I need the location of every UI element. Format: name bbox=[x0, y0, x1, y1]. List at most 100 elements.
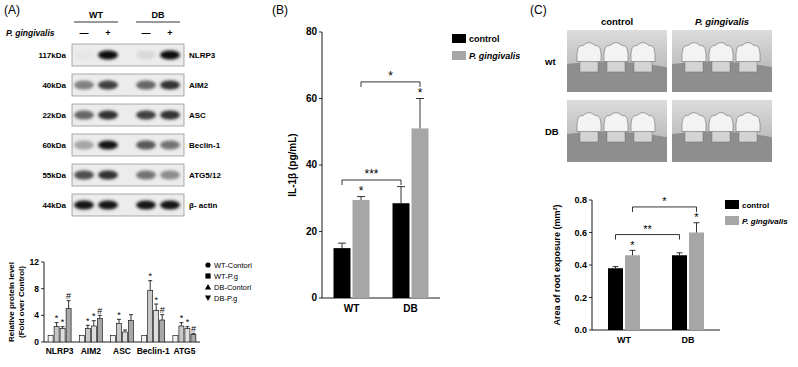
legend-marker bbox=[205, 273, 210, 278]
band-size: 44kDa bbox=[42, 201, 66, 210]
jaw-photo bbox=[567, 30, 667, 92]
jaw-photo bbox=[672, 100, 772, 162]
protein-name: β- actin bbox=[189, 201, 218, 210]
significance: # bbox=[160, 305, 165, 315]
legend-swatch bbox=[452, 51, 466, 60]
blot-band bbox=[98, 51, 118, 60]
group-line bbox=[136, 22, 180, 23]
blot-band bbox=[160, 171, 180, 180]
y-tick-label: 0.6 bbox=[574, 228, 587, 238]
y-tick bbox=[319, 32, 322, 33]
comparison-bracket bbox=[616, 235, 680, 240]
x-tick-label: NLRP3 bbox=[46, 346, 74, 356]
y-tick-label: 20 bbox=[306, 226, 318, 237]
comparison-label: * bbox=[662, 195, 667, 207]
treatment-sign: — bbox=[80, 28, 89, 38]
protein-name: Beclin-1 bbox=[189, 141, 221, 150]
photo-bg bbox=[567, 100, 667, 162]
blot-band bbox=[160, 81, 180, 90]
bar bbox=[91, 326, 96, 342]
photo-crown bbox=[709, 113, 733, 132]
error-bar bbox=[154, 304, 158, 311]
y-tick-label: 0.8 bbox=[574, 195, 587, 205]
blot-strip bbox=[72, 134, 184, 156]
legend-swatch bbox=[725, 216, 739, 225]
bar bbox=[148, 291, 153, 342]
bar bbox=[142, 335, 147, 342]
bar bbox=[608, 268, 623, 330]
photo-column: control bbox=[601, 16, 633, 27]
legend-marker bbox=[205, 262, 210, 267]
blot-band bbox=[136, 201, 156, 210]
bar bbox=[625, 255, 640, 330]
error-bar bbox=[55, 323, 59, 327]
error-bar bbox=[613, 267, 619, 269]
y-tick bbox=[319, 165, 322, 166]
group-label: WT bbox=[89, 10, 103, 20]
legend-label: DB-P.g bbox=[214, 294, 237, 303]
photo-row: DB bbox=[545, 126, 559, 137]
photo-row: wt bbox=[544, 56, 556, 67]
blot-band bbox=[160, 141, 180, 150]
blot-band bbox=[74, 81, 94, 90]
bar bbox=[393, 203, 410, 298]
y-tick-label: 0.2 bbox=[574, 293, 587, 303]
band-size: 60kDa bbox=[42, 141, 66, 150]
protein-name: ASC bbox=[189, 111, 206, 120]
legend-marker bbox=[205, 295, 211, 301]
bar bbox=[154, 311, 159, 342]
band-size: 40kDa bbox=[42, 81, 66, 90]
y-tick bbox=[41, 342, 44, 343]
legend-label: P. gingivalis bbox=[742, 217, 788, 226]
photo-crown bbox=[736, 43, 760, 62]
significance: * bbox=[418, 86, 423, 100]
comparison-label: *** bbox=[364, 167, 378, 181]
legend-swatch bbox=[725, 200, 739, 209]
blot-band bbox=[160, 201, 180, 210]
bar bbox=[185, 329, 190, 342]
bar bbox=[60, 329, 65, 342]
treatment-sign: — bbox=[142, 28, 151, 38]
jaw-photo bbox=[672, 30, 772, 92]
blot-band bbox=[74, 51, 94, 60]
y-tick-label: 8 bbox=[34, 284, 39, 294]
error-bar bbox=[416, 99, 424, 129]
blot-band bbox=[98, 81, 118, 90]
blot-strip bbox=[72, 44, 184, 66]
y-tick-label: 40 bbox=[306, 159, 318, 170]
blot-band bbox=[98, 111, 118, 120]
legend-swatch bbox=[452, 34, 466, 43]
error-bar bbox=[677, 253, 683, 255]
bar bbox=[97, 319, 102, 342]
protein-name: ATG5/12 bbox=[189, 171, 221, 180]
blot-band bbox=[160, 51, 180, 60]
bar bbox=[54, 327, 59, 342]
band-size: 22kDa bbox=[42, 111, 66, 120]
photo-bg bbox=[567, 30, 667, 92]
bar bbox=[129, 321, 134, 342]
error-bar bbox=[338, 243, 346, 248]
bar bbox=[48, 335, 53, 342]
y-tick bbox=[41, 262, 44, 263]
legend-label: DB-Contorl bbox=[214, 283, 251, 292]
photo-crown bbox=[682, 43, 706, 62]
error-bar bbox=[123, 330, 127, 332]
y-tick-label: 12 bbox=[30, 257, 40, 267]
significance: # bbox=[97, 306, 102, 316]
blot-band bbox=[74, 201, 94, 210]
panel-label: (A) bbox=[4, 3, 20, 17]
x-tick-label: Beclin-1 bbox=[137, 346, 170, 356]
significance: * bbox=[359, 184, 364, 198]
y-tick-label: 60 bbox=[306, 93, 318, 104]
bar bbox=[672, 255, 687, 330]
photo-crown bbox=[631, 113, 655, 132]
y-tick-label: 4 bbox=[34, 310, 39, 320]
y-tick-label: 0 bbox=[34, 337, 39, 347]
blot-strip bbox=[72, 104, 184, 126]
error-bar bbox=[160, 315, 164, 320]
photo-crown bbox=[604, 43, 628, 62]
blot-band bbox=[136, 51, 156, 60]
y-tick-label: 0 bbox=[311, 292, 317, 303]
photo-bg bbox=[672, 30, 772, 92]
x-tick-label: WT bbox=[617, 335, 631, 345]
